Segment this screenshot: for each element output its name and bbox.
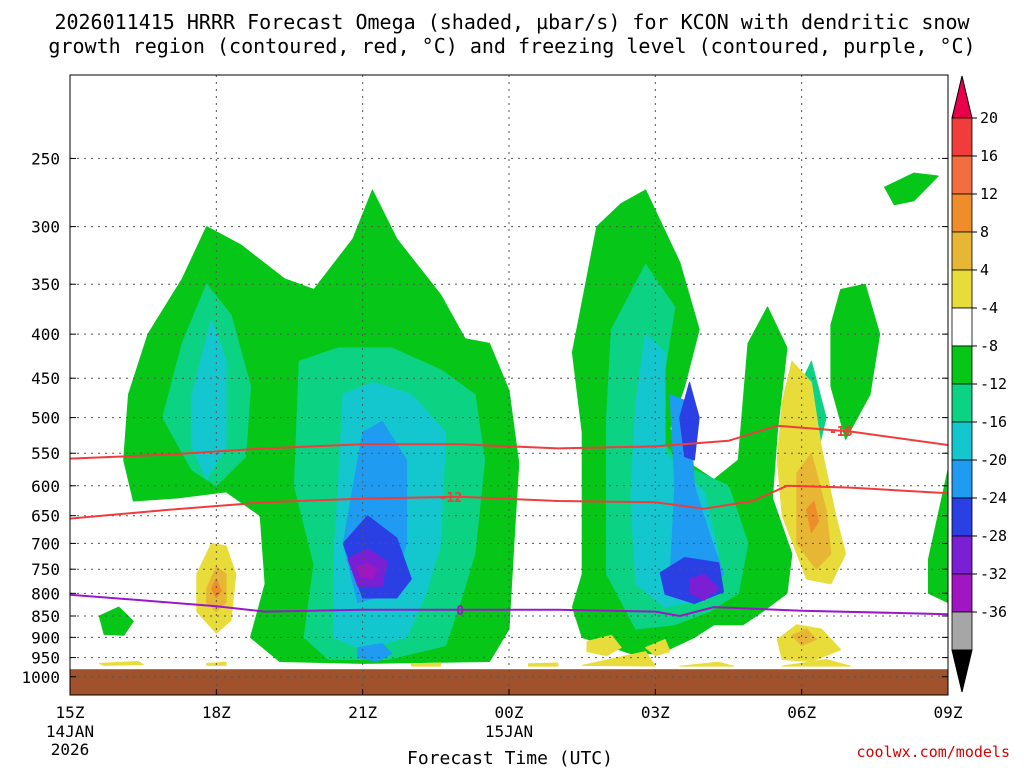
x-tick-label: 15Z (56, 703, 85, 722)
colorbar-swatch (951, 117, 973, 157)
colorbar-swatch (951, 535, 973, 575)
colorbar-swatch (951, 269, 973, 309)
y-tick-label: 650 (31, 507, 60, 526)
omega-region (791, 628, 817, 647)
colorbar-label: 12 (980, 185, 998, 203)
colorbar-swatch (951, 193, 973, 233)
omega-region (357, 562, 378, 580)
colorbar-label: 8 (980, 223, 989, 241)
y-tick-label: 1000 (21, 668, 60, 687)
omega-region (806, 500, 820, 534)
x-tick-label: 09Z (934, 703, 963, 722)
y-tick-label: 700 (31, 534, 60, 553)
contour-line (70, 484, 948, 520)
credit-link[interactable]: coolwx.com/models (856, 743, 1010, 761)
chart-title-line-2: growth region (contoured, red, °C) and f… (48, 34, 975, 58)
y-tick-label: 750 (31, 560, 60, 579)
x-tick-sublabel: 14JAN (46, 722, 94, 741)
omega-region (776, 624, 842, 662)
omega-region (679, 381, 700, 461)
omega-region (528, 662, 559, 667)
colorbar-top-triangle (951, 75, 973, 119)
colorbar-label: -36 (980, 603, 1007, 621)
pressure-axis: 250 300 350 400 450 500 550 600 650 700 750 800 850 9… (21, 149, 948, 687)
contour-line (70, 424, 948, 460)
colorbar-bottom-triangle (951, 649, 973, 693)
y-tick-label: 300 (31, 218, 60, 237)
omega-shading (98, 172, 948, 667)
omega-region (645, 638, 671, 657)
colorbar-swatch (951, 345, 973, 385)
omega-region (581, 651, 656, 667)
x-tick-label: 03Z (641, 703, 670, 722)
omega-region (830, 283, 881, 440)
colorbar-label: -28 (980, 527, 1007, 545)
y-tick-label: 400 (31, 325, 60, 344)
y-tick-label: 800 (31, 584, 60, 603)
colorbar-swatch (951, 573, 973, 613)
omega-region (689, 573, 720, 601)
omega-region (98, 661, 144, 666)
y-tick-label: 600 (31, 477, 60, 496)
x-axis-label: Forecast Time (UTC) (407, 748, 613, 768)
y-tick-label: 450 (31, 369, 60, 388)
colorbar-label: 20 (980, 109, 998, 127)
colorbar-label: -20 (980, 451, 1007, 469)
colorbar-label: -32 (980, 565, 1007, 583)
chart-title-line-1: 2026011415 HRRR Forecast Omega (shaded, … (54, 10, 970, 34)
x-tick-label: 06Z (787, 703, 816, 722)
colorbar: 20 16 12 8 4 -4 -8 -12 -16 -20 -24 -28 -32 -36 (951, 75, 1007, 693)
y-tick-label: 500 (31, 409, 60, 428)
colorbar-swatch (951, 383, 973, 423)
y-tick-label: 550 (31, 444, 60, 463)
colorbar-swatch (951, 421, 973, 461)
contour-label: 0 (456, 604, 464, 619)
omega-region (884, 172, 939, 206)
y-tick-label: 850 (31, 607, 60, 626)
y-tick-label: 950 (31, 649, 60, 668)
x-tick-sublabel: 2026 (51, 740, 90, 759)
colorbar-swatch (951, 307, 973, 347)
y-tick-label: 250 (31, 149, 60, 168)
omega-region (410, 662, 442, 667)
x-tick-label: 00Z (495, 703, 524, 722)
contour-line (70, 593, 948, 618)
x-tick-label: 18Z (202, 703, 231, 722)
isotherm-contours: -18 -12 0 (70, 424, 948, 619)
x-tick-sublabel: 15JAN (485, 722, 533, 741)
colorbar-swatch (951, 459, 973, 499)
omega-region (781, 659, 851, 667)
omega-region (357, 643, 393, 662)
colorbar-swatch (951, 155, 973, 195)
colorbar-label: -12 (980, 375, 1007, 393)
omega-region (679, 661, 734, 667)
colorbar-label: 4 (980, 261, 989, 279)
contour-label: -18 (829, 425, 853, 440)
omega-region (191, 319, 227, 480)
colorbar-label: -16 (980, 413, 1007, 431)
y-tick-label: 900 (31, 628, 60, 647)
colorbar-swatch (951, 497, 973, 537)
colorbar-swatch (951, 611, 973, 651)
omega-region (98, 606, 134, 636)
colorbar-label: 16 (980, 147, 998, 165)
colorbar-swatch (951, 231, 973, 271)
x-tick-label: 21Z (348, 703, 377, 722)
colorbar-label: -24 (980, 489, 1007, 507)
omega-region (586, 634, 622, 657)
y-tick-label: 350 (31, 275, 60, 294)
colorbar-label: -8 (980, 337, 998, 355)
contour-label: -12 (439, 491, 462, 506)
colorbar-label: -4 (980, 299, 998, 317)
